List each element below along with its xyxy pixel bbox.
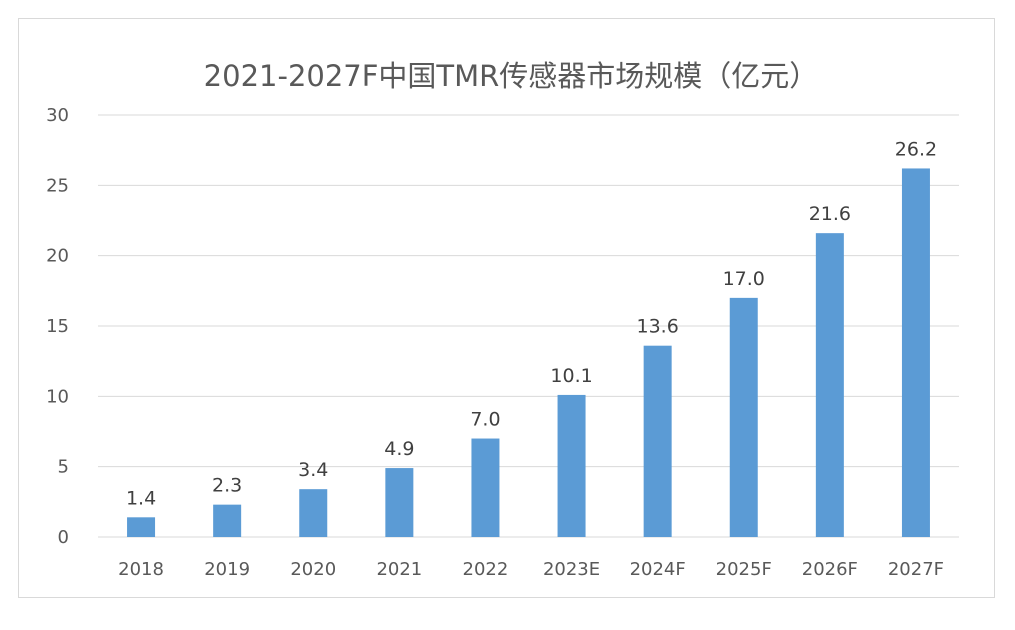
y-axis-tick-labels: 0 5 10 15 20 25 30: [46, 105, 69, 548]
bar-2019: [213, 504, 242, 537]
x-tick-label-2023E: 2023E: [543, 559, 600, 580]
bar-2023E: [557, 394, 586, 537]
x-tick-label-2024F: 2024F: [630, 559, 686, 580]
data-label-2025F: 17.0: [723, 268, 765, 290]
y-tick-label: 10: [46, 386, 69, 407]
data-label-2027F: 26.2: [895, 138, 937, 160]
y-tick-label: 20: [46, 246, 69, 267]
gridlines: [98, 114, 959, 538]
data-label-2019: 2.3: [212, 475, 242, 497]
data-label-2021: 4.9: [384, 438, 414, 460]
bar-2021: [385, 468, 414, 537]
y-tick-label: 15: [46, 316, 69, 337]
x-tick-label-2022: 2022: [463, 559, 509, 580]
data-label-2018: 1.4: [126, 487, 156, 509]
bar-2022: [471, 438, 500, 537]
x-tick-label-2018: 2018: [118, 559, 164, 580]
bar-2018: [127, 517, 156, 537]
data-label-2023E: 10.1: [550, 365, 592, 387]
x-tick-label-2020: 2020: [290, 559, 336, 580]
data-label-2020: 3.4: [298, 459, 328, 481]
x-tick-label-2026F: 2026F: [802, 559, 858, 580]
chart-frame: 2021-2027F中国TMR传感器市场规模（亿元） 0 5 10 15 20 25 30 …: [18, 18, 995, 598]
x-tick-label-2019: 2019: [204, 559, 250, 580]
bar-chart: 2021-2027F中国TMR传感器市场规模（亿元） 051015202530 …: [46, 59, 959, 580]
bar-2025F: [729, 297, 758, 537]
y-tick-label: 25: [46, 175, 69, 196]
chart-title: 2021-2027F中国TMR传感器市场规模（亿元）: [204, 59, 819, 93]
y-tick-label: 5: [58, 457, 69, 478]
bar-2026F: [815, 233, 844, 537]
y-tick-label: 30: [46, 105, 69, 126]
data-label-2026F: 21.6: [809, 203, 851, 225]
bar-2020: [299, 489, 328, 537]
y-tick-label: 0: [58, 527, 69, 548]
data-labels: 1.4 2.3 3.4 4.9 7.0 10.1 13.6 17.0 21.6 26.2: [126, 138, 937, 509]
x-tick-label-2021: 2021: [376, 559, 422, 580]
bar-2027F: [901, 168, 930, 537]
x-axis-tick-labels: 2018 2019 2020 2021 2022 2023E 2024F 2025F 2026F…: [118, 559, 944, 580]
data-label-2024F: 13.6: [636, 316, 678, 338]
data-label-2022: 7.0: [470, 409, 500, 431]
bar-2024F: [643, 345, 672, 537]
bars: [127, 168, 930, 537]
x-tick-label-2027F: 2027F: [888, 559, 944, 580]
x-tick-label-2025F: 2025F: [716, 559, 772, 580]
